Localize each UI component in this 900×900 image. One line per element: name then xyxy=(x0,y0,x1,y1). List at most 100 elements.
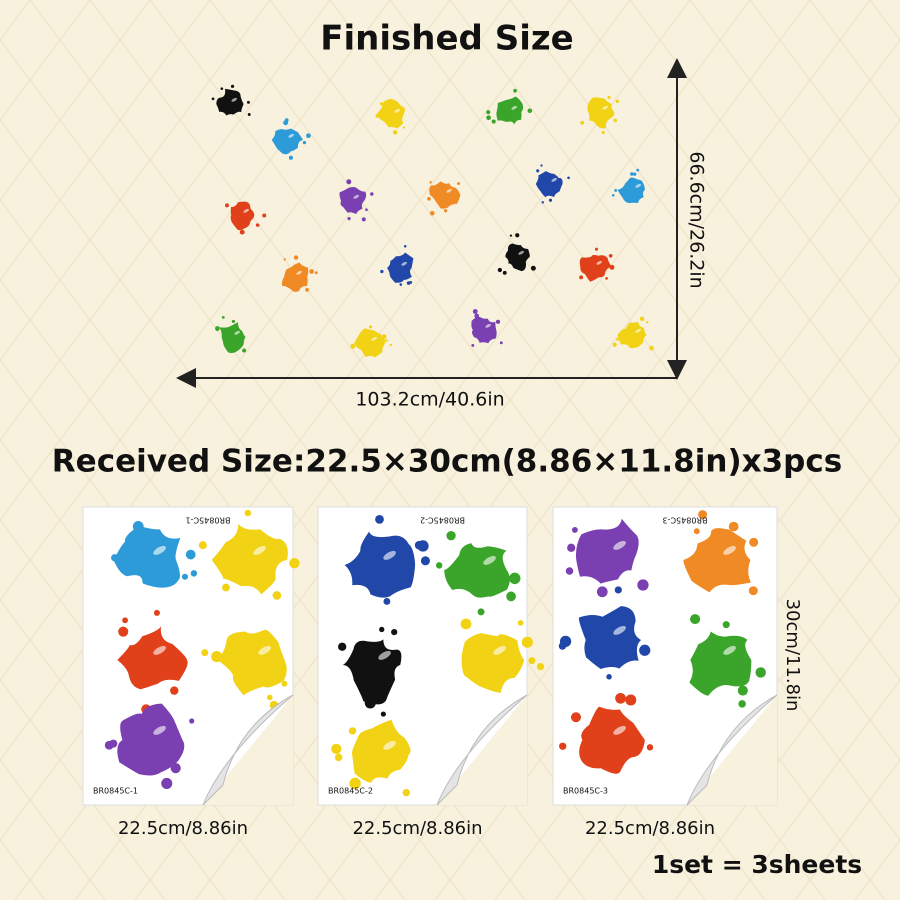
splat-drop xyxy=(385,339,388,342)
splat-shine xyxy=(383,550,396,560)
splat-layer xyxy=(211,84,654,358)
splat xyxy=(281,262,309,292)
splat-drop xyxy=(122,617,129,624)
sheet-code-bottom: BR0845C-2 xyxy=(328,787,373,796)
splat-drop xyxy=(513,88,517,93)
splat xyxy=(376,98,405,129)
splat-drop xyxy=(486,110,491,115)
splat-drop xyxy=(365,208,368,211)
page-curl xyxy=(202,694,294,806)
splat-drop xyxy=(567,176,570,180)
splat-drop xyxy=(246,100,250,104)
splat-drop xyxy=(559,635,572,647)
splat-shine xyxy=(231,97,237,102)
splat-drop xyxy=(198,541,207,550)
splat-drop xyxy=(201,649,209,657)
splat xyxy=(505,243,530,272)
splat xyxy=(387,252,414,283)
splat-drop xyxy=(267,694,273,701)
splat-drop xyxy=(607,95,611,100)
splat-drop xyxy=(605,277,608,280)
splat xyxy=(471,317,497,344)
splat-drop xyxy=(399,283,403,286)
splat-drop xyxy=(515,233,520,238)
splat-drop xyxy=(528,657,536,665)
splat-drop xyxy=(749,537,759,547)
splat-drop xyxy=(153,609,160,616)
splat xyxy=(429,181,461,209)
splat-drop xyxy=(361,217,366,222)
splat-drop xyxy=(540,164,543,167)
splat-drop xyxy=(609,264,615,270)
splat-shine xyxy=(493,645,506,655)
splat-drop xyxy=(728,521,739,532)
splat-drop xyxy=(633,172,637,176)
splat-shine xyxy=(153,725,166,735)
splat-drop xyxy=(221,315,225,319)
sheet-code: BR0845C-2 xyxy=(420,516,465,525)
splat-drop xyxy=(646,744,654,751)
page-curl xyxy=(686,694,778,806)
splat-drop xyxy=(509,572,521,585)
sheet-width-label: 22.5cm/8.86in xyxy=(352,818,482,839)
splat-drop xyxy=(190,570,198,577)
splat-drop xyxy=(331,743,342,754)
sheets: BR0845C-1 BR0845C-1 22.5cm/8.86in BR0845C-2… xyxy=(82,506,778,839)
splat-shine xyxy=(723,545,736,555)
splat-shine xyxy=(485,323,491,328)
splat-shine xyxy=(518,250,524,255)
splat-drop xyxy=(457,182,461,185)
sheet-width-label: 22.5cm/8.86in xyxy=(118,818,248,839)
splat-shine xyxy=(353,194,359,199)
splat-drop xyxy=(506,591,516,602)
splat-drop xyxy=(580,120,585,125)
splat-drop xyxy=(420,556,430,566)
splat xyxy=(230,201,255,231)
splat-drop xyxy=(693,528,700,535)
splat-drop xyxy=(281,680,288,687)
splat-shine xyxy=(483,555,496,565)
splat-drop xyxy=(289,558,300,569)
sheet-code: BR0845C-1 xyxy=(186,516,231,525)
splat-drop xyxy=(132,521,144,532)
splat-drop xyxy=(536,662,545,671)
splat-drop xyxy=(474,313,480,319)
splat-drop xyxy=(722,621,730,629)
splat-drop xyxy=(222,583,230,592)
splat-drop xyxy=(614,188,618,192)
splat-drop xyxy=(283,120,289,126)
splat xyxy=(535,171,563,198)
splat-drop xyxy=(646,321,649,324)
splat-drop xyxy=(383,598,391,605)
splat-drop xyxy=(256,223,260,227)
splat-drop xyxy=(579,275,584,280)
sheet: BR0845C-1 BR0845C-1 xyxy=(82,506,300,806)
splat-shine xyxy=(258,645,271,655)
splat-shine xyxy=(234,330,240,335)
splat-drop xyxy=(369,325,373,329)
splat xyxy=(117,625,188,690)
splat-drop xyxy=(755,667,766,678)
splat-drop xyxy=(170,763,181,774)
splat-drop xyxy=(314,271,318,275)
splat-shine xyxy=(394,108,400,113)
splat-drop xyxy=(614,586,622,594)
splat-drop xyxy=(239,229,245,235)
title: Finished Size xyxy=(320,19,573,59)
splat xyxy=(496,96,524,125)
page-curl xyxy=(436,694,528,806)
splat-drop xyxy=(509,234,513,237)
splat xyxy=(579,255,612,282)
splat-drop xyxy=(499,341,503,345)
splat xyxy=(617,321,647,349)
splat-shine xyxy=(153,545,166,555)
splat-drop xyxy=(639,316,645,322)
splat xyxy=(617,177,645,204)
splat-drop xyxy=(161,777,173,789)
splat-drop xyxy=(639,644,651,656)
splat-shine xyxy=(153,645,166,655)
splat-drop xyxy=(283,258,286,261)
splat-drop xyxy=(427,197,431,201)
splat-drop xyxy=(698,510,708,520)
sheet-code-bottom: BR0845C-3 xyxy=(563,787,608,796)
